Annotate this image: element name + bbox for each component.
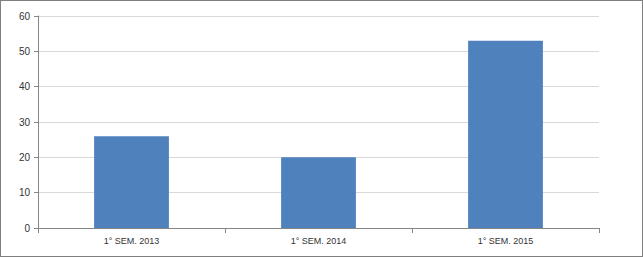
svg-text:40: 40 <box>19 81 31 92</box>
svg-text:1° SEM. 2014: 1° SEM. 2014 <box>291 236 347 246</box>
svg-text:10: 10 <box>19 187 31 198</box>
svg-text:30: 30 <box>19 117 31 128</box>
svg-text:1° SEM. 2013: 1° SEM. 2013 <box>104 236 160 246</box>
svg-text:50: 50 <box>19 46 31 57</box>
svg-text:60: 60 <box>19 11 31 22</box>
svg-text:20: 20 <box>19 152 31 163</box>
svg-text:1° SEM. 2015: 1° SEM. 2015 <box>478 236 534 246</box>
svg-text:0: 0 <box>24 223 30 234</box>
